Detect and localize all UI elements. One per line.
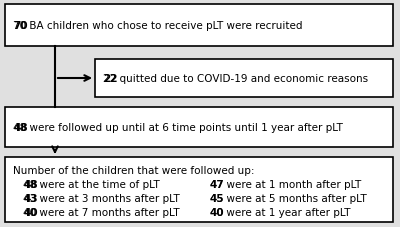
Text: 43: 43 [23, 193, 38, 203]
Text: 22: 22 [103, 74, 118, 84]
Text: 48 were followed up until at 6 time points until 1 year after pLT: 48 were followed up until at 6 time poin… [13, 122, 343, 132]
Text: 45 were at 5 months after pLT: 45 were at 5 months after pLT [210, 193, 367, 203]
Bar [5, 5, 393, 47]
Text: 40 were at 1 year after pLT: 40 were at 1 year after pLT [210, 207, 350, 217]
Bar [95, 60, 393, 98]
Text: 43 were at 3 months after pLT: 43 were at 3 months after pLT [23, 193, 180, 203]
Text: 40: 40 [23, 207, 38, 217]
Text: Number of the children that were followed up:: Number of the children that were followe… [13, 165, 254, 175]
Text: 70: 70 [13, 21, 28, 31]
Text: 40 were at 7 months after pLT: 40 were at 7 months after pLT [23, 207, 180, 217]
Text: 48: 48 [13, 122, 28, 132]
Text: 22 quitted due to COVID-19 and economic reasons: 22 quitted due to COVID-19 and economic … [103, 74, 368, 84]
Text: 47: 47 [210, 179, 225, 189]
Text: 40: 40 [210, 207, 225, 217]
Text: 48 were at the time of pLT: 48 were at the time of pLT [23, 179, 160, 189]
Text: 70 BA children who chose to receive pLT were recruited: 70 BA children who chose to receive pLT … [13, 21, 302, 31]
Text: 47 were at 1 month after pLT: 47 were at 1 month after pLT [210, 179, 361, 189]
Bar [5, 108, 393, 147]
Text: 45: 45 [210, 193, 225, 203]
Text: 48: 48 [23, 179, 38, 189]
Bar [5, 157, 393, 222]
